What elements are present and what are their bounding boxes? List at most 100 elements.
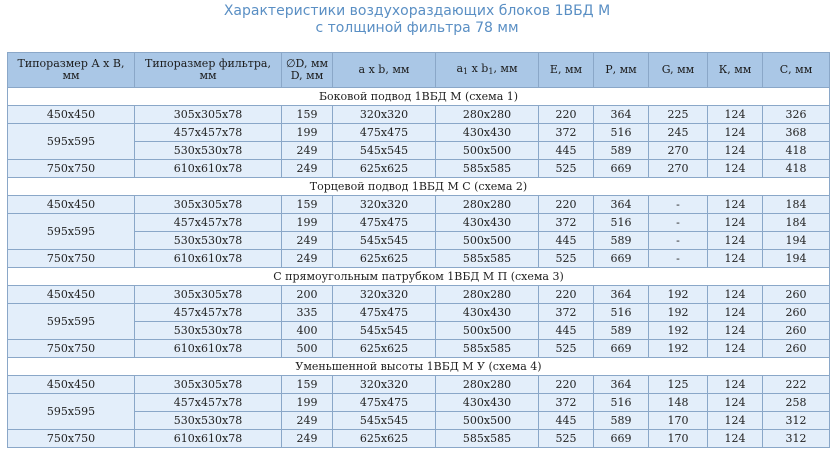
cell-a1b1: 280x280: [435, 285, 539, 304]
cell-d: 249: [281, 411, 333, 430]
table-row: 450x450 305x305x78 200 320x320 280x280 220 364…: [7, 285, 830, 304]
cell-k: 124: [707, 339, 763, 358]
cell-k: 124: [707, 231, 763, 250]
header-e: Е, мм: [538, 52, 594, 88]
section-title-row: Торцевой подвод 1ВБД М С (схема 2): [7, 177, 830, 196]
cell-e: 445: [538, 321, 594, 340]
cell-g: -: [648, 195, 708, 214]
cell-axb: 625x625: [332, 249, 436, 268]
cell-p: 669: [593, 249, 649, 268]
cell-p: 589: [593, 141, 649, 160]
cell-filter: 457x457x78: [134, 123, 282, 142]
cell-a1b1: 500x500: [435, 321, 539, 340]
section-title-row: Боковой подвод 1ВБД М (схема 1): [7, 87, 830, 106]
cell-p: 589: [593, 411, 649, 430]
cell-d: 199: [281, 123, 333, 142]
cell-size: 450x450: [7, 375, 135, 394]
cell-k: 124: [707, 123, 763, 142]
cell-c: 312: [762, 411, 830, 430]
specs-table: Типоразмер А х В, мм Типоразмер фильтра,…: [7, 52, 830, 448]
cell-p: 516: [593, 393, 649, 412]
table-row: 530x530x78 400 545x545 500x500 445 589 192 124 2…: [8, 321, 830, 340]
cell-c: 368: [762, 123, 830, 142]
cell-a1b1: 500x500: [435, 411, 539, 430]
cell-size: 750x750: [7, 159, 135, 178]
cell-k: 124: [707, 105, 763, 124]
cell-g: 270: [648, 141, 708, 160]
section-title-row: С прямоугольным патрубком 1ВБД М П (схем…: [7, 267, 830, 286]
header-p: Р, мм: [593, 52, 649, 88]
cell-g: 270: [648, 159, 708, 178]
cell-k: 124: [707, 321, 763, 340]
table-row: 750x750 610x610x78 500 625x625 585x585 525 669…: [7, 339, 830, 358]
cell-axb: 320x320: [332, 105, 436, 124]
cell-filter: 530x530x78: [134, 321, 282, 340]
cell-filter: 305x305x78: [134, 105, 282, 124]
cell-filter: 610x610x78: [134, 249, 282, 268]
cell-d: 249: [281, 141, 333, 160]
header-size-ab: Типоразмер А х В, мм: [7, 52, 135, 88]
header-diameter: ∅D, мм D, мм: [281, 52, 333, 88]
cell-c: 260: [762, 339, 830, 358]
cell-k: 124: [707, 141, 763, 160]
cell-p: 589: [593, 231, 649, 250]
cell-a1b1: 585x585: [435, 249, 539, 268]
cell-filter: 457x457x78: [134, 393, 282, 412]
cell-size: 595x595: [7, 393, 135, 430]
cell-d: 199: [281, 393, 333, 412]
cell-size: 595x595: [7, 123, 135, 160]
cell-k: 124: [707, 375, 763, 394]
cell-k: 124: [707, 249, 763, 268]
cell-a1b1: 430x430: [435, 123, 539, 142]
table-row: 450x450 305x305x78 159 320x320 280x280 220 364…: [7, 195, 830, 214]
document-title: Характеристики воздухораздающих блоков 1…: [0, 3, 834, 37]
cell-c: 184: [762, 213, 830, 232]
table-body: Боковой подвод 1ВБД М (схема 1) 450x450 30…: [7, 87, 830, 448]
cell-e: 372: [538, 393, 594, 412]
cell-k: 124: [707, 213, 763, 232]
cell-size: 450x450: [7, 285, 135, 304]
section-title: Боковой подвод 1ВБД М (схема 1): [7, 87, 830, 106]
cell-p: 516: [593, 303, 649, 322]
cell-axb: 320x320: [332, 375, 436, 394]
cell-a1b1: 430x430: [435, 393, 539, 412]
cell-e: 445: [538, 141, 594, 160]
cell-e: 220: [538, 285, 594, 304]
cell-g: 192: [648, 339, 708, 358]
cell-p: 364: [593, 285, 649, 304]
cell-filter: 530x530x78: [134, 231, 282, 250]
cell-c: 418: [762, 159, 830, 178]
cell-p: 589: [593, 321, 649, 340]
cell-a1b1: 500x500: [435, 231, 539, 250]
cell-filter: 305x305x78: [134, 195, 282, 214]
cell-a1b1: 585x585: [435, 339, 539, 358]
cell-g: 192: [648, 303, 708, 322]
cell-size: 750x750: [7, 429, 135, 448]
cell-filter: 610x610x78: [134, 339, 282, 358]
cell-axb: 545x545: [332, 231, 436, 250]
cell-g: 170: [648, 411, 708, 430]
cell-a1b1: 500x500: [435, 141, 539, 160]
cell-e: 220: [538, 105, 594, 124]
cell-p: 669: [593, 339, 649, 358]
cell-d: 249: [281, 249, 333, 268]
cell-d: 200: [281, 285, 333, 304]
cell-d: 159: [281, 195, 333, 214]
cell-p: 669: [593, 159, 649, 178]
cell-axb: 625x625: [332, 159, 436, 178]
cell-k: 124: [707, 429, 763, 448]
cell-d: 400: [281, 321, 333, 340]
table-row: 750x750 610x610x78 249 625x625 585x585 525 669…: [7, 249, 830, 268]
cell-e: 525: [538, 159, 594, 178]
cell-e: 525: [538, 249, 594, 268]
cell-e: 525: [538, 429, 594, 448]
cell-a1b1: 280x280: [435, 195, 539, 214]
cell-c: 258: [762, 393, 830, 412]
cell-a1b1: 280x280: [435, 375, 539, 394]
cell-g: -: [648, 213, 708, 232]
cell-g: 170: [648, 429, 708, 448]
header-k: К, мм: [707, 52, 763, 88]
cell-d: 249: [281, 159, 333, 178]
cell-e: 372: [538, 213, 594, 232]
cell-c: 418: [762, 141, 830, 160]
